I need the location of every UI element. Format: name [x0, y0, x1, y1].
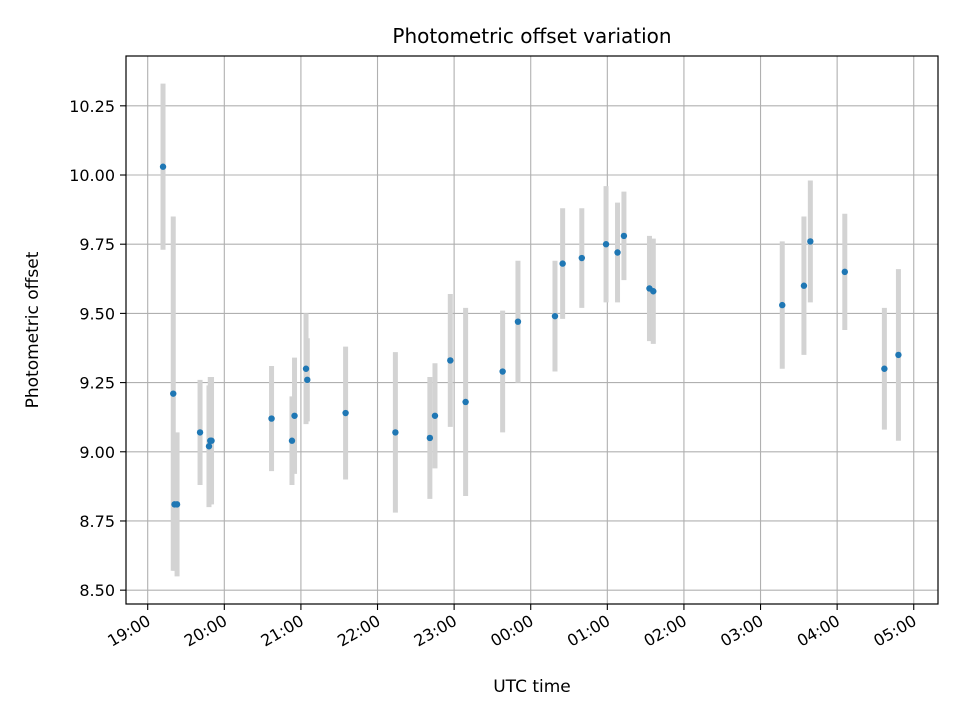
x-axis-label: UTC time	[493, 677, 571, 697]
data-points	[159, 163, 902, 508]
data-point	[807, 238, 814, 245]
x-tick-label: 01:00	[564, 611, 613, 651]
data-point	[431, 412, 439, 419]
y-axis-ticks: 8.50 8.75 9.00 9.25 9.50 9.75 10.00 10.25	[69, 97, 126, 600]
data-point	[159, 163, 167, 170]
data-point	[514, 318, 522, 325]
data-point	[302, 365, 310, 372]
x-tick-label: 00:00	[487, 611, 536, 651]
x-tick-label: 05:00	[870, 611, 919, 651]
y-axis-label: Photometric offset	[23, 251, 43, 408]
data-point	[342, 409, 349, 417]
data-point	[620, 232, 628, 240]
chart-title: Photometric offset variation	[392, 24, 671, 48]
y-tick-label: 10.25	[69, 97, 115, 116]
y-tick-label: 8.50	[79, 581, 115, 600]
data-point	[426, 434, 434, 442]
data-point	[447, 357, 454, 364]
data-point	[288, 437, 296, 444]
y-tick-label: 8.75	[79, 512, 115, 531]
data-point	[208, 437, 215, 444]
y-tick-label: 9.50	[79, 304, 115, 323]
data-point	[462, 398, 469, 406]
data-point	[196, 429, 204, 436]
x-tick-label: 04:00	[794, 611, 843, 651]
x-tick-label: 03:00	[717, 611, 766, 651]
data-point	[170, 390, 177, 397]
data-point	[578, 254, 585, 262]
x-tick-label: 19:00	[104, 611, 153, 651]
x-tick-label: 02:00	[640, 611, 689, 651]
y-tick-label: 10.00	[69, 166, 115, 185]
data-point	[800, 282, 808, 289]
x-tick-label: 21:00	[257, 611, 306, 651]
data-point	[205, 443, 213, 450]
data-point	[602, 241, 610, 248]
data-point	[779, 301, 786, 309]
x-axis-ticks: 19:00 20:00 21:00 22:00 23:00 00:00 01:00 02:00…	[104, 604, 920, 651]
x-tick-label: 23:00	[411, 611, 460, 651]
y-tick-label: 9.75	[79, 235, 115, 254]
data-point	[650, 288, 657, 295]
data-point	[291, 412, 298, 419]
plot-frame	[125, 55, 939, 605]
data-point	[614, 249, 621, 256]
data-point	[895, 351, 902, 359]
y-tick-label: 9.25	[79, 374, 115, 393]
x-tick-label: 20:00	[181, 611, 230, 651]
data-point	[559, 260, 566, 267]
data-point	[841, 268, 848, 276]
data-point	[551, 312, 559, 320]
data-point	[881, 365, 888, 372]
data-point	[304, 376, 311, 384]
data-point	[173, 501, 181, 508]
data-point	[499, 368, 506, 375]
grid	[126, 56, 938, 604]
data-point	[392, 429, 399, 436]
y-tick-label: 9.00	[79, 443, 115, 462]
x-tick-label: 22:00	[334, 611, 383, 651]
data-point	[268, 415, 275, 422]
